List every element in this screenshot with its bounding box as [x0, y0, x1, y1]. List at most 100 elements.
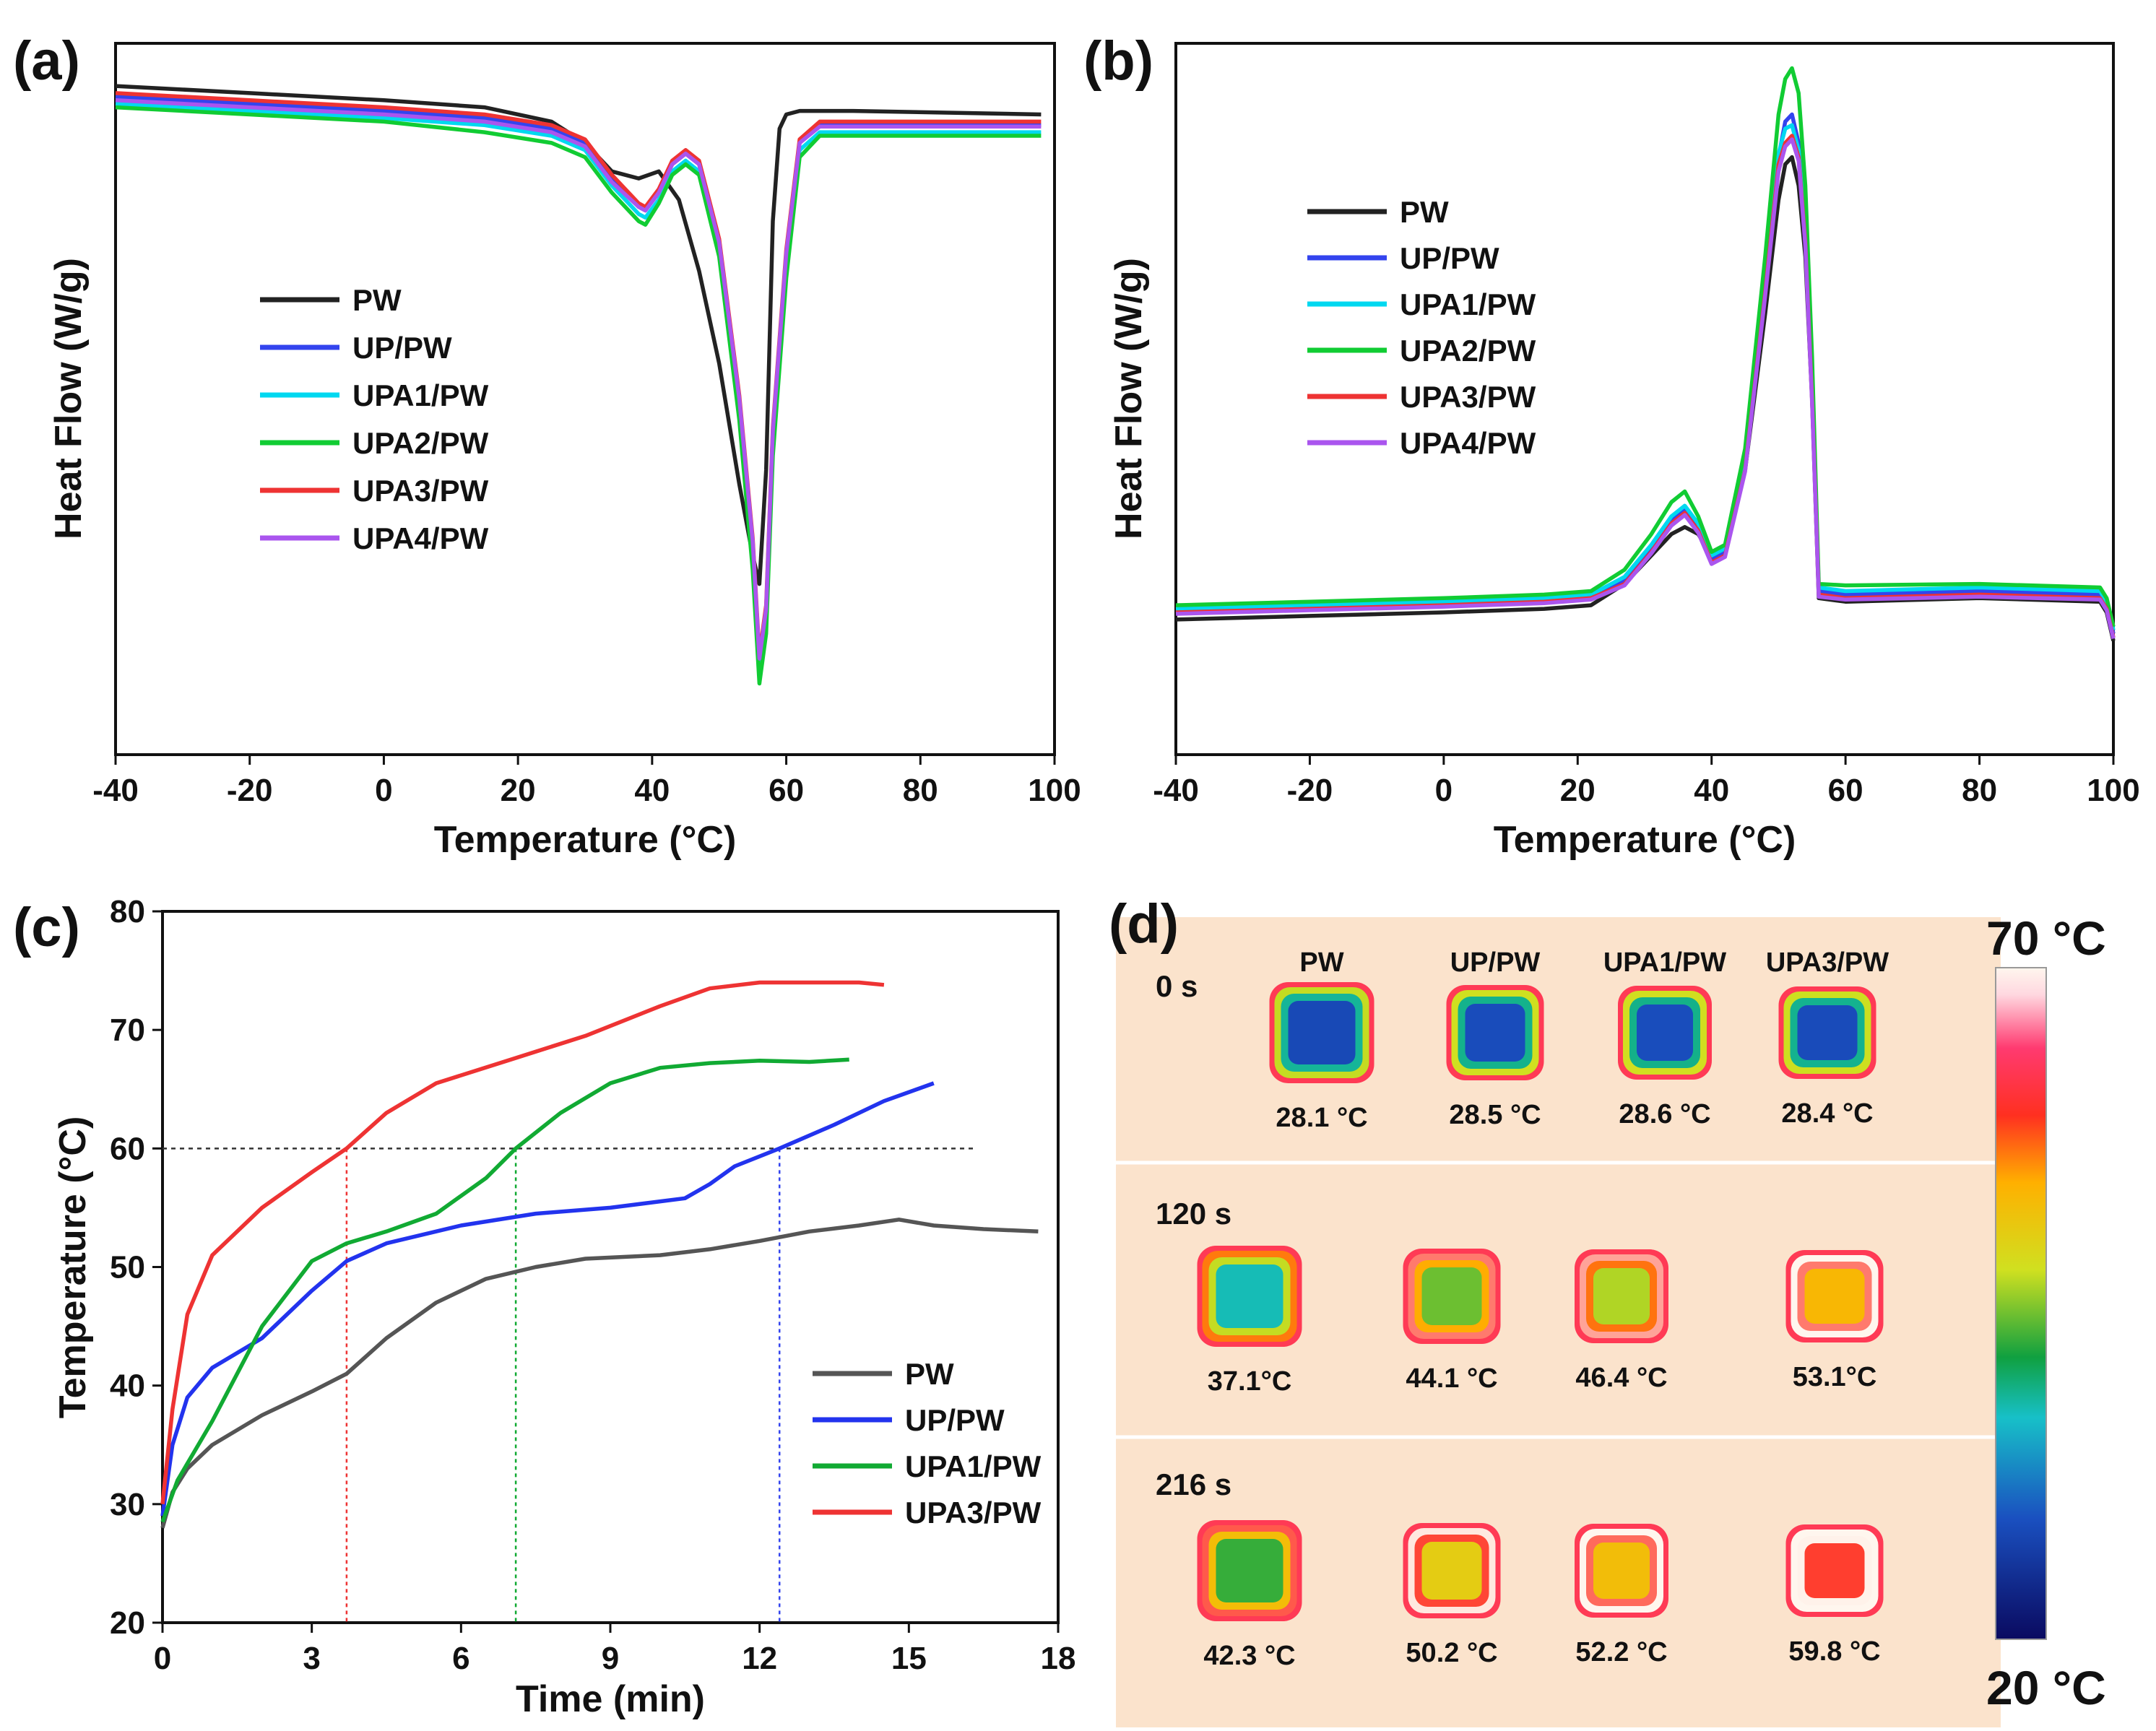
- b-xtick-label: 100: [2087, 773, 2139, 808]
- a-series-upa2-pw: [115, 105, 1042, 686]
- temperature-readout: 28.6 °C: [1619, 1099, 1710, 1129]
- time-label: 120 s: [1156, 1197, 1231, 1231]
- c-xtick-label: 15: [891, 1641, 927, 1676]
- c-series-upa3-pw: [160, 980, 885, 1505]
- c-xtick-label: 6: [452, 1641, 469, 1676]
- temperature-readout: 59.8 °C: [1788, 1636, 1880, 1667]
- temperature-readout: 50.2 °C: [1406, 1638, 1497, 1668]
- b-xtick-label: 0: [1435, 773, 1453, 808]
- sample-core: [1216, 1539, 1283, 1602]
- c-xtick-label: 3: [303, 1641, 320, 1676]
- b-xtick-label: 80: [1962, 773, 1997, 808]
- c-ytick-label: 80: [110, 894, 145, 929]
- a-xtick-label: 40: [634, 773, 670, 808]
- panel-a-letter: (a): [13, 30, 80, 92]
- c-legend-label: UPA3/PW: [905, 1496, 1042, 1530]
- b-series-upa2-pw: [1175, 66, 2116, 628]
- panel-b: (b) -40 -20 0 20 40 60 80 100 PW UP/PW UPA1/PW UPA2…: [1083, 30, 2140, 861]
- temperature-readout: 52.2 °C: [1575, 1637, 1667, 1667]
- sample-core: [1216, 1264, 1283, 1328]
- panel-b-ylabel: Heat Flow (W/g): [1108, 258, 1150, 539]
- a-series-up-pw: [115, 95, 1042, 664]
- temperature-readout: 28.4 °C: [1781, 1098, 1873, 1129]
- c-legend: PW UP/PW UPA1/PW UPA3/PW: [813, 1357, 1042, 1530]
- temperature-readout: 53.1°C: [1793, 1362, 1877, 1392]
- c-xtick-label: 9: [602, 1641, 619, 1676]
- a-xtick-label: 60: [769, 773, 804, 808]
- panel-d-letter: (d): [1109, 893, 1179, 955]
- a-legend-label: UPA2/PW: [352, 426, 489, 460]
- panel-c-xlabel: Time (min): [516, 1678, 705, 1720]
- sample-core: [1288, 1001, 1356, 1064]
- temperature-readout: 28.5 °C: [1449, 1100, 1541, 1130]
- a-series-upa3-pw: [115, 91, 1042, 657]
- sample-core: [1421, 1542, 1482, 1600]
- column-header: PW: [1299, 947, 1343, 978]
- a-series-pw: [115, 84, 1042, 586]
- a-xtick-label: -20: [227, 773, 273, 808]
- sample-core: [1804, 1269, 1865, 1324]
- sample-core: [1593, 1543, 1650, 1599]
- scale-max-label: 70 °C: [1986, 911, 2106, 965]
- panel-a-ylabel: Heat Flow (W/g): [48, 258, 90, 539]
- column-header: UPA3/PW: [1766, 947, 1889, 978]
- panel-a-plot: -40 -20 0 20 40 60 80 100 PW UP/PW UPA1/PW UPA2/PW U…: [92, 84, 1081, 808]
- panel-a: (a) -40 -20 0 20 40 60 80 100 PW UP/PW UPA1/PW UPA2…: [13, 30, 1081, 861]
- thermal-sample: [1778, 986, 1876, 1079]
- sample-core: [1797, 1005, 1858, 1060]
- a-xtick-label: -40: [92, 773, 139, 808]
- a-xtick-label: 100: [1028, 773, 1081, 808]
- panel-a-plot-frame: [114, 42, 1056, 756]
- b-legend-label: UPA1/PW: [1400, 287, 1536, 321]
- panel-b-plot: -40 -20 0 20 40 60 80 100 PW UP/PW UPA1/PW UPA2/PW U…: [1153, 66, 2140, 808]
- a-legend-label: UPA4/PW: [352, 521, 489, 555]
- panel-c-plot: 0 3 6 9 12 15 18 20 30 40 50 60 70 80 PW UP/PW UPA1/PW UP…: [110, 894, 1075, 1676]
- panel-b-letter: (b): [1083, 30, 1153, 92]
- c-series-up-pw: [160, 1081, 935, 1517]
- b-series-upa1-pw: [1175, 123, 2116, 631]
- c-ytick-label: 20: [110, 1605, 145, 1641]
- b-xtick-label: 60: [1828, 773, 1863, 808]
- thermal-sample: [1403, 1249, 1501, 1344]
- thermal-sample: [1618, 986, 1712, 1080]
- a-series-upa1-pw: [115, 101, 1042, 672]
- a-legend-label: UPA1/PW: [352, 378, 489, 412]
- color-scale-bar: [1995, 967, 2047, 1640]
- b-xtick-label: -40: [1153, 773, 1199, 808]
- b-xtick-label: -20: [1287, 773, 1333, 808]
- c-ytick-label: 70: [110, 1012, 145, 1048]
- panel-d: (d) PW UP/PW UPA1/PW UPA3/PW 0 s 28.1 °C 28.5 …: [1109, 893, 2106, 1727]
- a-legend-label: UP/PW: [352, 331, 452, 365]
- c-xtick-label: 18: [1041, 1641, 1076, 1676]
- b-legend-label: UP/PW: [1400, 241, 1499, 275]
- c-series-upa1-pw: [160, 1057, 849, 1523]
- column-header: UP/PW: [1450, 947, 1541, 978]
- a-legend: PW UP/PW UPA1/PW UPA2/PW UPA3/PW UPA4/PW: [260, 283, 489, 555]
- sample-core: [1465, 1004, 1525, 1062]
- b-xtick-label: 20: [1560, 773, 1596, 808]
- thermal-sample: [1197, 1520, 1302, 1621]
- sample-core: [1421, 1267, 1482, 1325]
- thermal-sample: [1785, 1524, 1884, 1617]
- c-legend-label: UPA1/PW: [905, 1449, 1042, 1483]
- c-ytick-label: 50: [110, 1250, 145, 1285]
- scale-min-label: 20 °C: [1986, 1661, 2106, 1714]
- temperature-readout: 44.1 °C: [1406, 1363, 1497, 1394]
- a-series-upa4-pw: [115, 98, 1042, 661]
- a-legend-label: UPA3/PW: [352, 474, 489, 508]
- b-legend-label: UPA3/PW: [1400, 380, 1536, 414]
- b-legend-label: PW: [1400, 195, 1449, 229]
- c-ytick-label: 60: [110, 1131, 145, 1166]
- temperature-readout: 28.1 °C: [1276, 1103, 1367, 1133]
- time-label: 216 s: [1156, 1467, 1231, 1501]
- c-legend-label: PW: [905, 1357, 954, 1391]
- c-xtick-label: 12: [742, 1641, 777, 1676]
- sample-core: [1804, 1543, 1865, 1598]
- thermal-sample: [1197, 1246, 1302, 1347]
- temperature-readout: 42.3 °C: [1203, 1641, 1295, 1671]
- thermal-sample: [1575, 1249, 1668, 1343]
- sample-core: [1637, 1005, 1693, 1061]
- c-xtick-label: 0: [154, 1641, 171, 1676]
- sample-core: [1593, 1268, 1650, 1324]
